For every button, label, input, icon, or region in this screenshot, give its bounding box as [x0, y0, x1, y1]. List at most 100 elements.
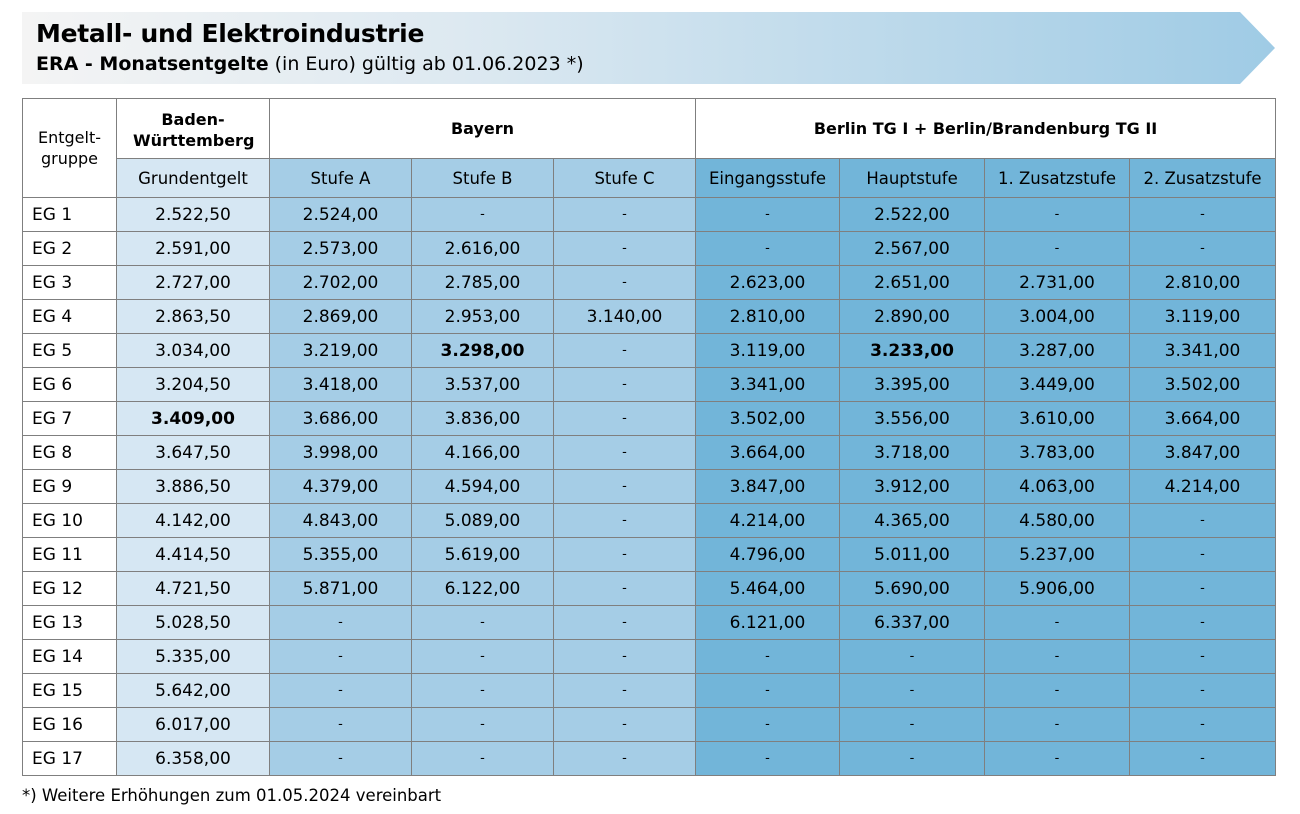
subtitle-rest: (in Euro) gültig ab 01.06.2023 *) — [268, 53, 584, 75]
table-cell: 6.121,00 — [695, 605, 841, 640]
table-cell: - — [839, 639, 986, 674]
eg-label: EG 10 — [22, 503, 117, 538]
table-cell: 3.409,00 — [116, 401, 270, 436]
table-cell: 2.591,00 — [116, 231, 270, 266]
table-cell: 3.204,50 — [116, 367, 270, 402]
table-cell: - — [552, 469, 697, 504]
eg-label: EG 7 — [22, 401, 117, 436]
footnote: *) Weitere Erhöhungen zum 01.05.2024 ver… — [22, 786, 442, 805]
table-cell: - — [695, 741, 841, 776]
page-title: Metall- und Elektroindustrie — [36, 19, 425, 48]
table-cell: 5.011,00 — [839, 537, 986, 572]
table-cell: 3.664,00 — [1129, 401, 1277, 436]
table-row: EG 17 6.358,00- - - - - - - — [22, 741, 1277, 776]
table-row: EG 1 2.522,50 2.524,00- - -2.522,00- - — [22, 197, 1277, 232]
table-row: EG 15 5.642,00- - - - - - - — [22, 673, 1277, 708]
table-cell: 5.335,00 — [116, 639, 270, 674]
table-cell: 3.287,00 — [984, 333, 1131, 368]
table-cell: - — [269, 639, 412, 674]
eg-label: EG 15 — [22, 673, 117, 708]
table-cell: 3.537,00 — [411, 367, 554, 402]
table-row: EG 4 2.863,50 2.869,00 2.953,00 3.140,00 2.81… — [22, 299, 1277, 334]
table-cell: 2.863,50 — [116, 299, 270, 334]
table-cell: 3.140,00 — [552, 299, 697, 334]
eg-column-header: Entgelt-gruppe — [22, 98, 117, 198]
table-cell: 6.358,00 — [116, 741, 270, 776]
table-cell: - — [1129, 231, 1277, 266]
table-cell: 4.414,50 — [116, 537, 270, 572]
table-cell: 4.166,00 — [411, 435, 554, 470]
table-row: EG 9 3.886,50 4.379,00 4.594,00-3.847,00 3.9… — [22, 469, 1277, 504]
table-cell: - — [984, 197, 1131, 232]
table-cell: - — [552, 537, 697, 572]
eg-label: EG 2 — [22, 231, 117, 266]
table-cell: - — [984, 673, 1131, 708]
table-cell: 2.573,00 — [269, 231, 412, 266]
table-cell: 3.664,00 — [695, 435, 841, 470]
table-cell: - — [552, 435, 697, 470]
table-cell: - — [984, 605, 1131, 640]
table-cell: 3.886,50 — [116, 469, 270, 504]
table-cell: 3.219,00 — [269, 333, 412, 368]
berlin-group-header: Berlin TG I + Berlin/Brandenburg TG II — [695, 98, 1277, 159]
page-subtitle: ERA - Monatsentgelte (in Euro) gültig ab… — [36, 53, 584, 75]
eg-label: EG 12 — [22, 571, 117, 606]
salary-table: Entgelt-gruppe Baden-Württemberg Bayern … — [22, 98, 1277, 776]
table-cell: 2.785,00 — [411, 265, 554, 300]
table-cell: 3.449,00 — [984, 367, 1131, 402]
table-cell: - — [552, 265, 697, 300]
table-cell: 3.004,00 — [984, 299, 1131, 334]
table-cell: - — [552, 503, 697, 538]
table-cell: - — [411, 605, 554, 640]
table-cell: 2.567,00 — [839, 231, 986, 266]
table-cell: 5.089,00 — [411, 503, 554, 538]
table-cell: - — [269, 605, 412, 640]
table-cell: - — [552, 231, 697, 266]
table-cell: 3.341,00 — [1129, 333, 1277, 368]
table-row: EG 10 4.142,00 4.843,00 5.089,00-4.214,00 4.… — [22, 503, 1277, 538]
table-cell: 3.119,00 — [1129, 299, 1277, 334]
eg-label: EG 16 — [22, 707, 117, 742]
table-cell: - — [839, 673, 986, 708]
subheader-stufe-b: Stufe B — [411, 158, 554, 198]
table-cell: - — [552, 197, 697, 232]
table-cell: 2.623,00 — [695, 265, 841, 300]
table-cell: 2.651,00 — [839, 265, 986, 300]
table-cell: - — [695, 673, 841, 708]
table-cell: 3.233,00 — [839, 333, 986, 368]
subheader-zusatzstufe-1: 1. Zusatzstufe — [984, 158, 1131, 198]
table-cell: - — [269, 741, 412, 776]
table-cell: 6.122,00 — [411, 571, 554, 606]
table-cell: 2.616,00 — [411, 231, 554, 266]
table-cell: 5.464,00 — [695, 571, 841, 606]
table-cell: 5.237,00 — [984, 537, 1131, 572]
table-cell: 4.843,00 — [269, 503, 412, 538]
table-cell: 5.906,00 — [984, 571, 1131, 606]
table-cell: 5.642,00 — [116, 673, 270, 708]
table-cell: - — [695, 707, 841, 742]
table-cell: - — [411, 707, 554, 742]
table-cell: - — [552, 741, 697, 776]
subheader-stufe-c: Stufe C — [552, 158, 697, 198]
table-cell: - — [552, 639, 697, 674]
table-cell: 2.731,00 — [984, 265, 1131, 300]
table-cell: 3.502,00 — [1129, 367, 1277, 402]
table-cell: - — [839, 741, 986, 776]
table-cell: 4.580,00 — [984, 503, 1131, 538]
table-cell: 2.810,00 — [695, 299, 841, 334]
table-cell: - — [411, 197, 554, 232]
table-cell: 5.355,00 — [269, 537, 412, 572]
header-row-groups: Entgelt-gruppe Baden-Württemberg Bayern … — [22, 98, 1277, 198]
bw-group-header: Baden-Württemberg — [116, 98, 270, 159]
table-cell: 2.953,00 — [411, 299, 554, 334]
table-cell: - — [1129, 197, 1277, 232]
table-cell: 3.647,50 — [116, 435, 270, 470]
table-cell: 2.702,00 — [269, 265, 412, 300]
subheader-hauptstufe: Hauptstufe — [839, 158, 986, 198]
table-cell: 4.796,00 — [695, 537, 841, 572]
header-row-steps: Grundentgelt Stufe A Stufe B Stufe C Ein… — [23, 158, 1277, 198]
table-cell: 3.847,00 — [695, 469, 841, 504]
table-cell: 2.524,00 — [269, 197, 412, 232]
table-cell: 3.998,00 — [269, 435, 412, 470]
table-row: EG 2 2.591,00 2.573,00 2.616,00- -2.567,00- - — [22, 231, 1277, 266]
